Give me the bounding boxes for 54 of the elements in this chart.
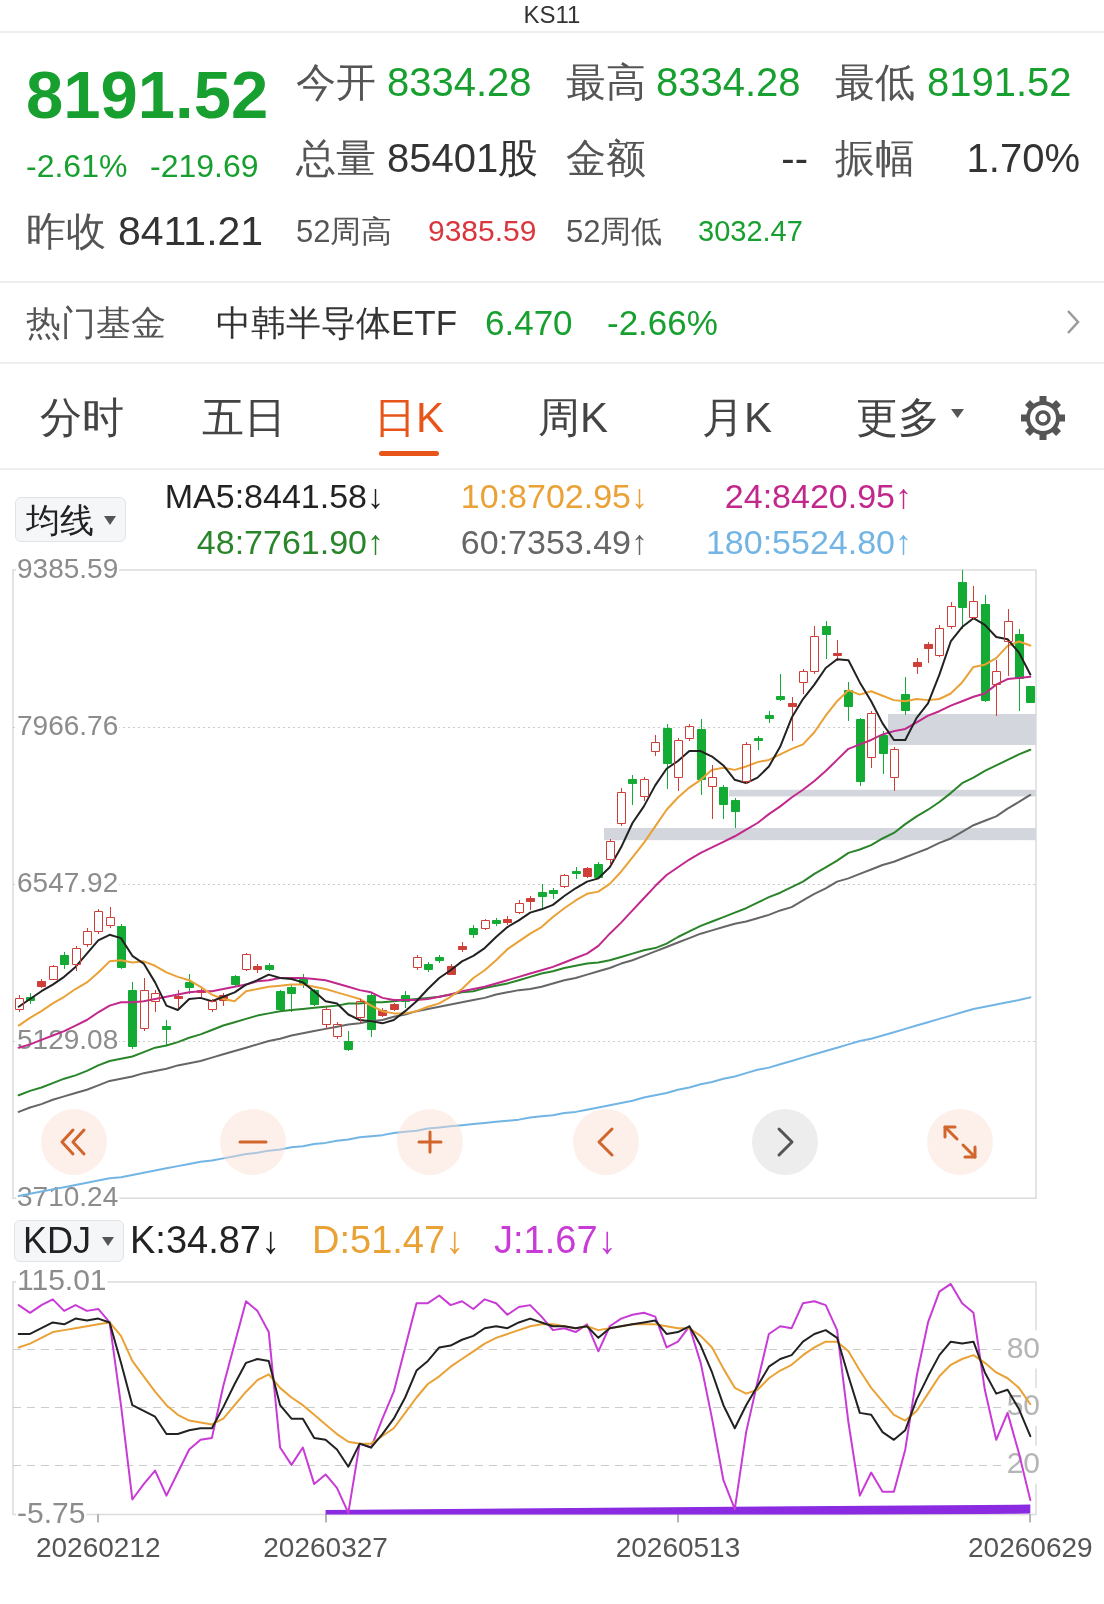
text: 24:8420.95↑ xyxy=(724,477,912,515)
text: 总量 xyxy=(296,136,376,180)
text: 3032.47 xyxy=(698,214,803,247)
text: 60:7353.49↑ xyxy=(460,523,648,561)
text: 金额 xyxy=(566,136,646,180)
text: -- xyxy=(781,136,808,180)
x-tick-label: 20260513 xyxy=(615,1531,741,1563)
text: KS11 xyxy=(523,1,581,28)
text: 五日 xyxy=(202,394,286,441)
text: 52周高 xyxy=(296,213,393,249)
text: 48:7761.90↑ xyxy=(196,523,384,561)
text: 今开 xyxy=(296,60,376,104)
y-tick-label: 6547.92 xyxy=(17,866,119,898)
y-tick-label: 115.01 xyxy=(17,1263,107,1297)
text: 1.70% xyxy=(966,136,1080,180)
text: -2.61% xyxy=(26,148,128,184)
text: 分时 xyxy=(40,394,124,441)
text: 6.470 xyxy=(485,302,573,342)
text: 日K xyxy=(373,394,445,441)
series-label: J:1.67↓ xyxy=(494,1219,617,1261)
text: -2.66% xyxy=(607,302,718,342)
text: 8191.52 xyxy=(927,60,1072,104)
y-tick-label: 9385.59 xyxy=(17,552,119,584)
x-tick-label: 20260212 xyxy=(35,1531,161,1563)
text: 85401股 xyxy=(387,136,539,180)
y-tick-label: 7966.76 xyxy=(17,709,119,741)
text: 52周低 xyxy=(566,213,663,249)
text: 180:5524.80↑ xyxy=(705,523,912,561)
text: 更多 xyxy=(856,394,940,441)
text: 振幅 xyxy=(835,136,915,180)
text: 最低 xyxy=(835,60,915,104)
text: D:51.47↓ xyxy=(312,1219,465,1261)
y-tick-label: 3710.24 xyxy=(17,1180,119,1212)
text: MA5:8441.58↓ xyxy=(164,477,384,515)
text: 月K xyxy=(701,394,773,441)
series-label: K:34.87↓ xyxy=(130,1219,280,1261)
text: 热门基金 xyxy=(26,302,166,342)
text: 8334.28 xyxy=(387,60,532,104)
text: 8191.52 xyxy=(26,56,269,132)
text: KDJ xyxy=(23,1220,92,1261)
text: 周K xyxy=(537,394,609,441)
text: -219.69 xyxy=(150,148,259,184)
y2-tick-label: 80 xyxy=(1006,1330,1040,1364)
text: 昨收 xyxy=(26,209,106,253)
x-tick-label: 20260327 xyxy=(263,1531,388,1563)
text: 8411.21 xyxy=(118,207,264,254)
x-tick-label: 20260629 xyxy=(968,1531,1093,1563)
text: 最高 xyxy=(566,60,646,104)
text: 8334.28 xyxy=(656,60,801,104)
text: 均线 xyxy=(26,500,94,539)
text: 10:8702.95↓ xyxy=(460,477,648,515)
text: 9385.59 xyxy=(428,214,537,247)
text: 中韩半导体ETF xyxy=(216,302,458,342)
y-tick-label: -5.75 xyxy=(17,1495,86,1529)
